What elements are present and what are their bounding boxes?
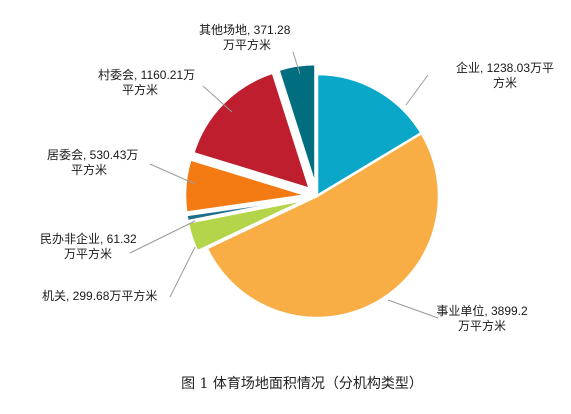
pie-slices — [183, 62, 441, 320]
pie-slice-2 — [205, 131, 441, 320]
pie-slice-4 — [184, 196, 308, 223]
slice-label-7: 其他场地, 371.28 万平方米 — [199, 23, 291, 52]
leader-line-4 — [129, 220, 196, 254]
pie-slice-6 — [191, 71, 312, 191]
leader-line-2 — [387, 299, 439, 319]
pie-slice-1 — [315, 72, 424, 199]
leader-line-3 — [169, 246, 196, 298]
chart-caption: 图 1 体育场地面积情况（分机构类型） — [181, 376, 423, 392]
leader-lines — [129, 51, 439, 319]
slice-label-5: 居委会, 530.43万平方米 — [47, 148, 138, 177]
leader-line-5 — [149, 163, 196, 185]
leader-line-6 — [202, 85, 233, 113]
leader-line-7 — [292, 51, 301, 75]
slice-label-4: 民办非企业, 61.32 万平方米 — [40, 231, 137, 261]
pie-slice-7 — [276, 62, 317, 187]
slice-label-6: 村委会, 1160.21万平方米 — [98, 68, 195, 97]
slice-label-1: 企业, 1238.03万平方米 — [456, 60, 554, 90]
slice-label-3: 机关, 299.68万平方米 — [42, 288, 157, 303]
leader-line-1 — [405, 74, 429, 106]
pie-slice-5 — [183, 157, 308, 215]
slice-label-2: 事业单位, 3899.2 万平方米 — [436, 303, 528, 333]
pie-slice-3 — [186, 197, 309, 254]
